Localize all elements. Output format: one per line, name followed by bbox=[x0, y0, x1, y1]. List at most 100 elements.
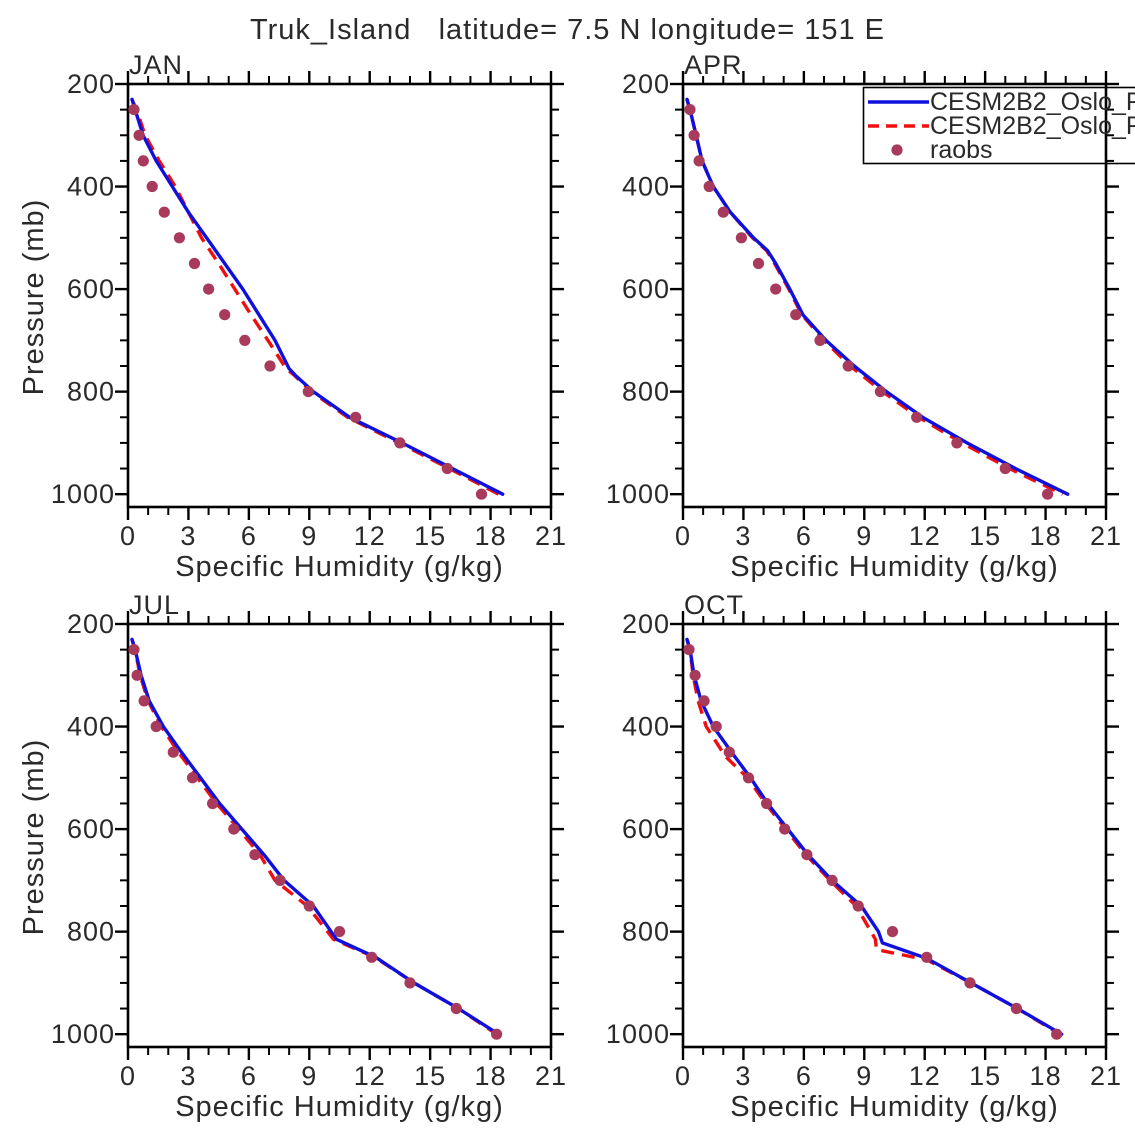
raobs-dot-JAN bbox=[128, 104, 140, 116]
plot-frame-OCT bbox=[681, 622, 1108, 1049]
xaxis-label-oct: Specific Humidity (g/kg) bbox=[730, 1091, 1059, 1123]
raobs-dot-OCT bbox=[826, 874, 838, 887]
y-tick-label: 1000 bbox=[606, 1019, 670, 1049]
x-tick-label: 9 bbox=[856, 521, 872, 551]
raobs-dot-OCT bbox=[689, 669, 701, 681]
raobs-dot-APR bbox=[684, 104, 696, 116]
raobs-dot-OCT bbox=[1051, 1028, 1063, 1040]
raobs-dot-OCT bbox=[779, 823, 791, 835]
x-tick-label: 12 bbox=[909, 521, 941, 551]
yaxis-label-bottom: Pressure (mb) bbox=[18, 738, 50, 936]
legend-box bbox=[862, 86, 1135, 165]
model-dashed-curve-JAN bbox=[130, 98, 500, 496]
raobs-dot-JUL bbox=[167, 746, 179, 758]
y-tick-label: 200 bbox=[622, 609, 670, 639]
y-tick-label: 800 bbox=[622, 917, 670, 947]
raobs-dot-JUL bbox=[366, 951, 378, 963]
x-tick-label: 0 bbox=[120, 521, 136, 551]
y-tick-label: 800 bbox=[622, 377, 670, 407]
y-tick-label: 400 bbox=[67, 172, 115, 202]
raobs-dot-APR bbox=[951, 437, 963, 449]
x-tick-label: 6 bbox=[796, 1061, 812, 1091]
raobs-dot-JUL bbox=[128, 644, 140, 656]
y-tick-label: 400 bbox=[622, 712, 670, 742]
x-tick-label: 9 bbox=[301, 521, 317, 551]
raobs-dot-OCT bbox=[801, 849, 813, 861]
x-tick-label: 18 bbox=[475, 1061, 507, 1091]
legend-label-raobs: raobs bbox=[930, 136, 993, 164]
plot-frame-JAN bbox=[126, 82, 553, 509]
model-dashed-curve-JUL bbox=[130, 638, 498, 1036]
y-tick-label: 200 bbox=[67, 609, 115, 639]
x-tick-label: 0 bbox=[675, 521, 691, 551]
raobs-dot-JUL bbox=[207, 797, 219, 810]
raobs-dot-APR bbox=[735, 232, 748, 244]
xaxis-label-apr: Specific Humidity (g/kg) bbox=[730, 551, 1059, 583]
y-tick-label: 800 bbox=[67, 917, 115, 947]
x-tick-label: 3 bbox=[735, 521, 751, 551]
raobs-dot-JAN bbox=[137, 155, 149, 167]
x-tick-label: 21 bbox=[1090, 1061, 1122, 1091]
xaxis-label-jul: Specific Humidity (g/kg) bbox=[175, 1091, 504, 1123]
raobs-dot-OCT bbox=[1010, 1002, 1023, 1015]
raobs-dot-OCT bbox=[852, 900, 864, 912]
raobs-dot-APR bbox=[814, 334, 826, 346]
yaxis-label-top: Pressure (mb) bbox=[18, 198, 50, 396]
x-tick-label: 3 bbox=[735, 1061, 751, 1091]
y-tick-label: 600 bbox=[622, 814, 670, 844]
raobs-dot-APR bbox=[693, 155, 705, 167]
panel-title-jul: JUL bbox=[129, 590, 181, 620]
y-tick-label: 1000 bbox=[606, 479, 670, 509]
raobs-dot-JUL bbox=[138, 695, 150, 707]
x-tick-label: 6 bbox=[241, 521, 257, 551]
raobs-dot-OCT bbox=[683, 644, 695, 656]
x-tick-label: 6 bbox=[241, 1061, 257, 1091]
raobs-dot-JUL bbox=[404, 977, 416, 989]
y-tick-label: 200 bbox=[67, 69, 115, 99]
raobs-dot-JAN bbox=[350, 411, 362, 423]
legend-label-model-solid: CESM2B2_Oslo_F0 bbox=[930, 88, 1135, 116]
raobs-dot-APR bbox=[790, 309, 802, 321]
panel-title-oct: OCT bbox=[684, 590, 744, 620]
x-tick-label: 15 bbox=[969, 1061, 1001, 1091]
x-tick-label: 15 bbox=[414, 521, 446, 551]
x-tick-label: 21 bbox=[535, 521, 567, 551]
raobs-dot-JUL bbox=[491, 1028, 503, 1040]
raobs-dot-JUL bbox=[249, 849, 261, 861]
raobs-dot-APR bbox=[874, 386, 887, 398]
legend-raobs-dot-sample bbox=[891, 144, 903, 156]
x-tick-label: 9 bbox=[856, 1061, 872, 1091]
y-tick-label: 600 bbox=[67, 274, 115, 304]
raobs-dot-JAN bbox=[264, 360, 276, 372]
x-tick-label: 0 bbox=[120, 1061, 136, 1091]
panel-title-jan: JAN bbox=[129, 50, 184, 80]
x-tick-label: 15 bbox=[414, 1061, 446, 1091]
raobs-dot-JAN bbox=[239, 334, 251, 346]
raobs-dot-JAN bbox=[203, 283, 215, 295]
raobs-dot-APR bbox=[1042, 488, 1054, 500]
raobs-dot-JAN bbox=[475, 488, 488, 500]
x-tick-label: 18 bbox=[475, 521, 507, 551]
raobs-dot-JAN bbox=[188, 257, 201, 270]
raobs-dot-OCT bbox=[723, 746, 735, 758]
y-tick-label: 1000 bbox=[51, 479, 115, 509]
raobs-dot-OCT bbox=[710, 720, 722, 733]
raobs-dot-JAN bbox=[173, 232, 185, 244]
raobs-dot-JUL bbox=[303, 900, 315, 912]
plot-frame-JUL bbox=[126, 622, 553, 1049]
model-solid-curve-JUL bbox=[130, 637, 501, 1036]
raobs-dot-JUL bbox=[186, 772, 199, 784]
y-tick-label: 600 bbox=[67, 814, 115, 844]
x-tick-label: 12 bbox=[354, 521, 386, 551]
raobs-dot-JAN bbox=[394, 437, 406, 449]
x-tick-label: 21 bbox=[1090, 521, 1122, 551]
x-tick-label: 12 bbox=[909, 1061, 941, 1091]
raobs-dot-OCT bbox=[921, 951, 933, 963]
raobs-dot-APR bbox=[842, 360, 854, 372]
model-dashed-curve-OCT bbox=[685, 638, 1061, 1036]
x-tick-label: 12 bbox=[354, 1061, 386, 1091]
x-tick-label: 3 bbox=[180, 521, 196, 551]
raobs-dot-JAN bbox=[302, 386, 314, 398]
